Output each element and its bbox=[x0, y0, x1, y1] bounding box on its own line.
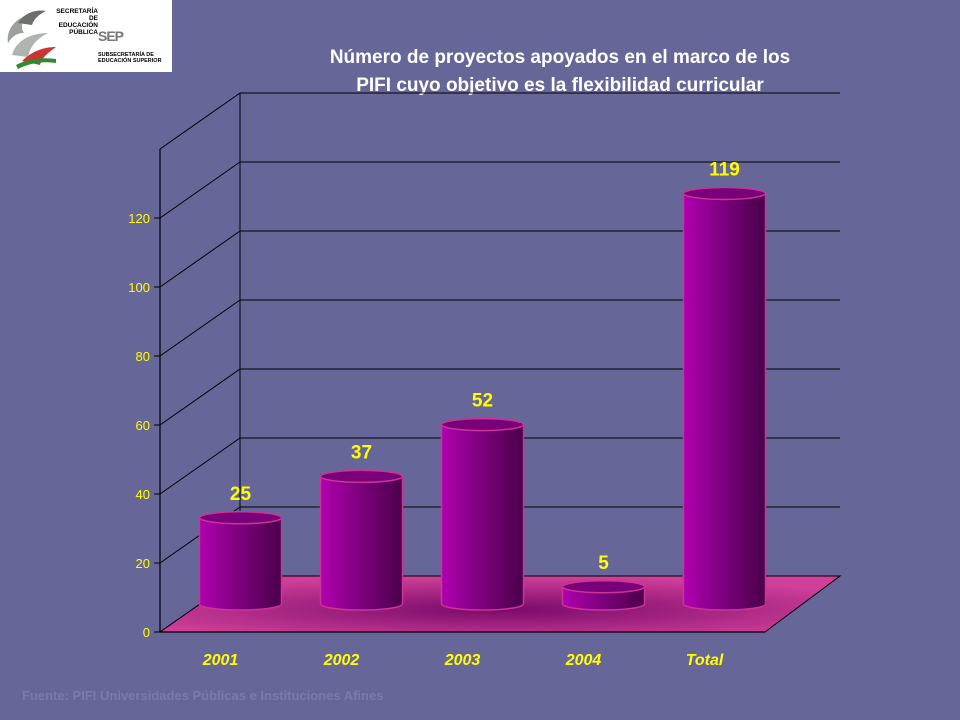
bar bbox=[198, 511, 283, 611]
gridline-depth bbox=[159, 368, 241, 426]
gridline-depth bbox=[159, 161, 241, 219]
ministry-name: SECRETARÍA DE EDUCACIÓN PÚBLICA bbox=[56, 8, 98, 36]
bar-top bbox=[198, 511, 283, 525]
bar bbox=[561, 580, 646, 611]
data-label: 37 bbox=[351, 442, 372, 463]
bar-body bbox=[682, 192, 767, 611]
bar bbox=[682, 186, 767, 611]
y-tick-label: 0 bbox=[143, 625, 150, 640]
x-category-label: 2002 bbox=[323, 652, 360, 669]
x-category-label: 2004 bbox=[565, 652, 602, 669]
y-tick-label: 60 bbox=[136, 418, 150, 433]
subsecretaria-name: SUBSECRETARÍA DE EDUCACIÓN SUPERIOR bbox=[98, 52, 162, 64]
eagle-emblem-icon bbox=[7, 10, 56, 69]
gridline-depth bbox=[159, 299, 241, 357]
data-label: 119 bbox=[709, 159, 740, 180]
bar-top bbox=[440, 417, 525, 432]
bars bbox=[198, 186, 767, 611]
gridline-depth bbox=[159, 230, 241, 288]
x-category-label: 2001 bbox=[202, 652, 239, 669]
source-footnote: Fuente: PIFI Universidades Públicas e In… bbox=[22, 688, 384, 703]
chart-title: Número de proyectos apoyados en el marco… bbox=[230, 44, 890, 100]
gridline-depth bbox=[159, 92, 241, 150]
data-label: 5 bbox=[598, 553, 609, 574]
y-tick-label: 20 bbox=[136, 556, 150, 571]
y-tick-label: 120 bbox=[128, 211, 150, 226]
chart-title-line-1: Número de proyectos apoyados en el marco… bbox=[329, 47, 791, 68]
data-label: 25 bbox=[230, 484, 252, 505]
sep-acronym: SEP bbox=[98, 28, 124, 44]
bar-top bbox=[682, 186, 767, 201]
bar-top bbox=[561, 580, 646, 594]
bar-body bbox=[198, 517, 283, 611]
x-category-label: 2003 bbox=[444, 652, 481, 669]
gridline-depth bbox=[159, 437, 241, 495]
y-tick-label: 100 bbox=[128, 280, 150, 295]
bar-body bbox=[440, 423, 525, 611]
bar-top bbox=[319, 469, 404, 484]
sep-logo: SECRETARÍA DE EDUCACIÓN PÚBLICA SEP SUBS… bbox=[0, 0, 172, 72]
data-labels: 25 37 52 5 119 bbox=[230, 159, 740, 573]
data-label: 52 bbox=[472, 391, 493, 412]
chart-title-line-2: PIFI cuyo objetivo es la flexibilidad cu… bbox=[356, 75, 764, 96]
x-axis-labels: 2001 2002 2003 2004 Total bbox=[202, 652, 724, 669]
bar bbox=[440, 417, 525, 611]
x-category-label: Total bbox=[686, 652, 724, 669]
y-tick-label: 40 bbox=[136, 487, 150, 502]
bar bbox=[319, 469, 404, 611]
y-axis: 0 20 40 60 80 100 120 bbox=[128, 149, 765, 640]
y-tick-label: 80 bbox=[136, 349, 150, 364]
bar-body bbox=[319, 475, 404, 611]
